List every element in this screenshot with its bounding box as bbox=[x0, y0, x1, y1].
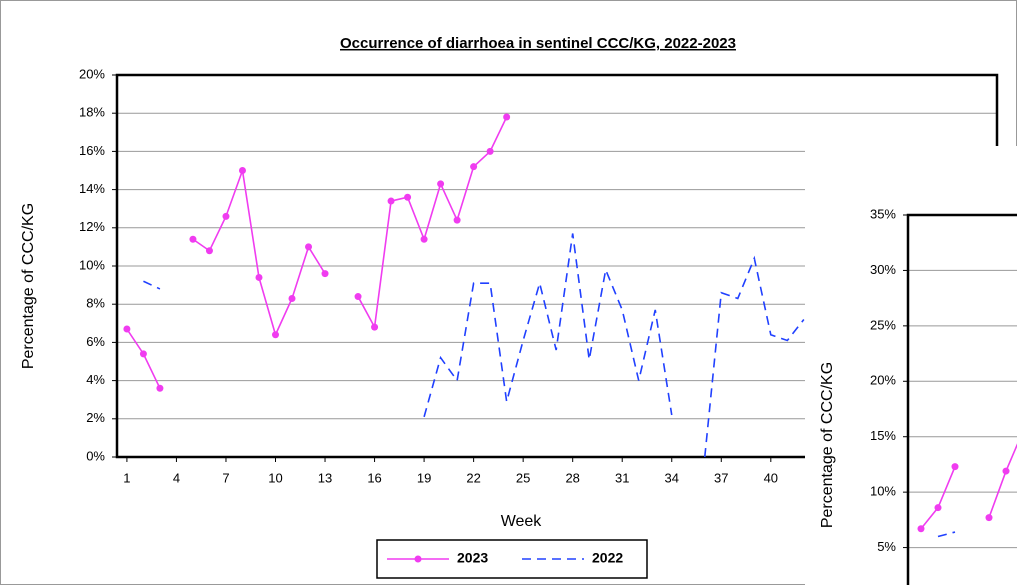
marker bbox=[404, 193, 412, 201]
marker bbox=[437, 180, 445, 188]
marker bbox=[1002, 467, 1010, 475]
chart-title: Occurrence of diarrhoea in sentinel CCC/… bbox=[340, 35, 736, 52]
y-tick-label: 14% bbox=[79, 181, 105, 196]
series-line bbox=[937, 531, 956, 538]
marker bbox=[321, 270, 329, 278]
y-tick-label: 6% bbox=[86, 334, 105, 349]
y-axis-label: Percentage of CCC/KG bbox=[20, 203, 37, 369]
y-tick-label: 10% bbox=[870, 484, 896, 499]
marker bbox=[985, 514, 993, 522]
series-line bbox=[143, 233, 805, 458]
y-tick-label: 20% bbox=[870, 373, 896, 388]
x-tick-label: 25 bbox=[516, 470, 530, 485]
overlay-chart: Percentage of CCC/KG 5% 10% 15% 20% 25% 30% 35… bbox=[805, 146, 1017, 585]
y-tick-label: 5% bbox=[877, 539, 896, 554]
y-tick-label: 15% bbox=[870, 428, 896, 443]
marker bbox=[139, 350, 147, 358]
x-tick-label: 37 bbox=[714, 470, 728, 485]
x-tick-label: 4 bbox=[173, 470, 180, 485]
y-tick-label: 4% bbox=[86, 372, 105, 387]
marker bbox=[238, 167, 246, 174]
marker bbox=[951, 463, 959, 471]
marker bbox=[123, 325, 131, 333]
marker bbox=[470, 163, 478, 171]
x-tick-label: 31 bbox=[615, 470, 629, 485]
y-tick-label: 25% bbox=[870, 317, 896, 332]
marker bbox=[156, 384, 164, 392]
marker bbox=[503, 113, 511, 121]
marker bbox=[189, 235, 197, 243]
x-tick-label: 22 bbox=[466, 470, 480, 485]
x-tick-label: 1 bbox=[123, 470, 130, 485]
y-tick-label: 20% bbox=[79, 66, 105, 81]
y-tick-label: 30% bbox=[870, 262, 896, 277]
y-axis-label: Percentage of CCC/KG bbox=[819, 362, 836, 528]
x-tick-label: 16 bbox=[367, 470, 381, 485]
marker bbox=[371, 323, 379, 331]
legend-label: 2023 bbox=[457, 550, 488, 566]
y-tick-label: 2% bbox=[86, 410, 105, 425]
y-tick-label: 8% bbox=[86, 296, 105, 311]
marker bbox=[271, 331, 279, 339]
y-tick-label: 16% bbox=[79, 143, 105, 158]
marker bbox=[420, 235, 428, 243]
marker bbox=[205, 247, 213, 255]
x-tick-label: 7 bbox=[222, 470, 229, 485]
legend-marker bbox=[414, 555, 422, 563]
x-tick-label: 10 bbox=[268, 470, 282, 485]
marker bbox=[453, 216, 461, 224]
marker bbox=[486, 147, 494, 155]
marker bbox=[305, 243, 313, 251]
marker bbox=[387, 197, 395, 205]
y-tick-label: 10% bbox=[79, 257, 105, 272]
marker bbox=[354, 293, 362, 301]
marker bbox=[222, 212, 230, 220]
x-axis-label: Week bbox=[501, 513, 543, 530]
y-tick-label: 18% bbox=[79, 105, 105, 120]
marker bbox=[934, 504, 942, 512]
x-tick-label: 13 bbox=[318, 470, 332, 485]
y-tick-label: 12% bbox=[79, 219, 105, 234]
marker bbox=[917, 525, 925, 533]
marker bbox=[255, 273, 263, 281]
marker bbox=[288, 294, 296, 302]
legend-label: 2022 bbox=[592, 550, 623, 566]
x-tick-label: 28 bbox=[565, 470, 579, 485]
y-tick-label: 35% bbox=[870, 206, 896, 221]
y-tick-label: 0% bbox=[86, 448, 105, 463]
plot-border bbox=[906, 213, 1017, 585]
x-tick-label: 19 bbox=[417, 470, 431, 485]
x-tick-label: 40 bbox=[764, 470, 778, 485]
x-tick-label: 34 bbox=[665, 470, 679, 485]
